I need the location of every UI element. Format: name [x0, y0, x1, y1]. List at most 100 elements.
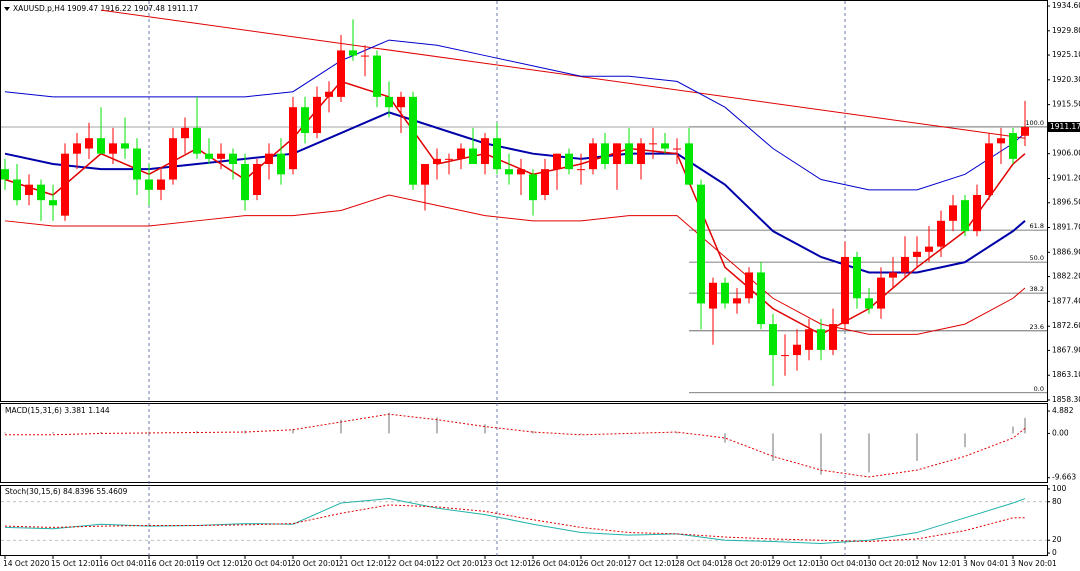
- candle-body: [277, 153, 285, 175]
- candle-body: [217, 153, 225, 159]
- x-tick-label: 28 Oct 04:01: [675, 559, 724, 568]
- candle-body: [733, 298, 741, 304]
- candle-body: [361, 55, 369, 57]
- x-tick-label: 20 Oct 04:01: [243, 559, 292, 568]
- candle-body: [517, 169, 525, 175]
- candle-body: [673, 148, 681, 150]
- x-tick-label: 3 Nov 04:01: [963, 559, 1009, 568]
- candle-body: [721, 282, 729, 304]
- candle-body: [757, 272, 765, 325]
- y-tick-label: 1858.30: [1052, 395, 1080, 404]
- candle-body: [997, 138, 1005, 144]
- candle-body: [193, 127, 201, 154]
- fib-label: 100.0: [1025, 119, 1044, 127]
- indicator-line: [4, 111, 1026, 274]
- candle-body: [157, 179, 165, 190]
- candle-body: [349, 50, 357, 56]
- candle-body: [541, 169, 549, 195]
- candle-body: [529, 174, 537, 201]
- candle-body: [697, 184, 705, 304]
- indicator-line: [4, 39, 1026, 191]
- candle-body: [649, 143, 657, 145]
- x-tick-label: 14 Oct 2020: [3, 559, 50, 568]
- candle-body: [253, 164, 261, 195]
- candle-body: [469, 148, 477, 165]
- candle-body: [709, 282, 717, 309]
- candle-body: [625, 143, 633, 165]
- x-tick-label: 20 Oct 20:01: [291, 559, 340, 568]
- candle-body: [61, 153, 69, 216]
- x-tick-label: 22 Oct 20:01: [435, 559, 484, 568]
- candle-body: [313, 96, 321, 134]
- candle-body: [745, 272, 753, 299]
- x-tick-label: 3 Nov 20:01: [1011, 559, 1057, 568]
- candle-body: [229, 153, 237, 165]
- x-tick-label: 26 Oct 04:01: [531, 559, 580, 568]
- fib-label: 23.6: [1030, 323, 1044, 331]
- candle-body: [145, 179, 153, 190]
- candle-body: [25, 184, 33, 195]
- candle-body: [613, 143, 621, 165]
- candle-body: [505, 169, 513, 175]
- candle-body: [937, 220, 945, 247]
- candle-body: [589, 143, 597, 170]
- candle-body: [1021, 126, 1029, 136]
- candle-body: [301, 107, 309, 134]
- candle-body: [493, 138, 501, 170]
- y-tick-label: 1925.10: [1052, 50, 1080, 59]
- candle-body: [121, 143, 129, 149]
- candle-body: [445, 158, 453, 160]
- y-tick-label: 1896.50: [1052, 198, 1080, 207]
- candle-body: [973, 194, 981, 232]
- candle-body: [97, 138, 105, 154]
- candle-body: [865, 298, 873, 309]
- main-panel-frame: [0, 0, 1048, 402]
- fib-label: 0.0: [1034, 385, 1044, 393]
- menu-arrow[interactable]: [4, 7, 10, 11]
- x-tick-label: 28 Oct 20:01: [723, 559, 772, 568]
- candle-body: [205, 153, 213, 159]
- candle-body: [169, 138, 177, 180]
- candle-body: [289, 107, 297, 170]
- y-tick-label: 1863.10: [1052, 370, 1080, 379]
- y-tick-label: 4.882: [1052, 406, 1074, 415]
- y-tick-label: 1901.20: [1052, 173, 1080, 182]
- x-tick-label: 23 Oct 12:01: [483, 559, 532, 568]
- candle-body: [949, 205, 957, 221]
- y-tick-label: 1886.90: [1052, 247, 1080, 256]
- candle-body: [373, 55, 381, 97]
- candle-body: [961, 200, 969, 232]
- candle-body: [73, 143, 81, 154]
- candle-body: [685, 143, 693, 185]
- candle-body: [841, 256, 849, 325]
- y-tick-label: -9.663: [1052, 473, 1076, 482]
- x-tick-label: 16 Oct 04:01: [99, 559, 148, 568]
- x-tick-label: 2 Nov 12:01: [915, 559, 961, 568]
- candle-body: [877, 277, 885, 309]
- y-tick-label: 1877.40: [1052, 296, 1080, 305]
- candle-body: [661, 143, 669, 149]
- candle-body: [397, 96, 405, 108]
- candle-body: [37, 184, 45, 201]
- y-tick-label: 1867.90: [1052, 345, 1080, 354]
- candle-body: [913, 251, 921, 257]
- y-tick-label: 100: [1052, 484, 1067, 493]
- candle-body: [853, 256, 861, 299]
- candle-body: [421, 164, 429, 185]
- candle-body: [325, 91, 333, 97]
- candle-body: [817, 329, 825, 350]
- fib-label: 61.8: [1030, 222, 1044, 230]
- y-tick-label: 80: [1052, 497, 1062, 506]
- candle-body: [481, 138, 489, 165]
- current-price-label: 1911.17: [1050, 122, 1080, 131]
- candle-body: [793, 344, 801, 356]
- candle-body: [85, 138, 93, 149]
- x-tick-label: 26 Oct 20:01: [579, 559, 628, 568]
- y-tick-label: 1882.20: [1052, 272, 1080, 281]
- candle-body: [925, 246, 933, 252]
- macd-panel-frame: [0, 403, 1048, 483]
- x-tick-label: 30 Oct 20:01: [867, 559, 916, 568]
- y-tick-label: 1872.60: [1052, 321, 1080, 330]
